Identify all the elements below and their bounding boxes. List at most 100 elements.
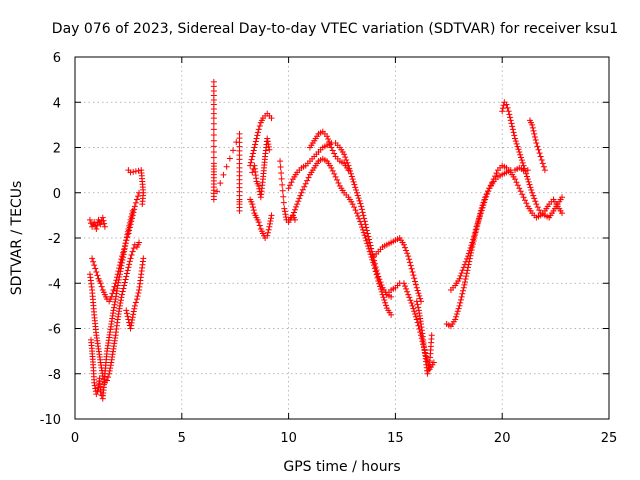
data-point-interp (124, 313, 131, 320)
y-axis-label: SDTVAR / TECUs (9, 181, 25, 296)
y-tick-label: -8 (48, 368, 61, 383)
data-point (91, 262, 98, 269)
data-point (264, 135, 271, 142)
data-point-interp (461, 281, 468, 288)
data-point-interp (128, 213, 135, 220)
series-U (526, 117, 548, 174)
data-point-interp (458, 270, 465, 277)
data-point-interp (210, 120, 217, 127)
series-G (210, 78, 243, 214)
data-point (358, 221, 365, 228)
data-point-interp (112, 298, 119, 305)
data-point (114, 282, 121, 289)
data-point (362, 235, 369, 241)
series-J (249, 135, 273, 201)
data-point-interp (403, 285, 410, 292)
data-point (529, 121, 536, 128)
data-point-interp (117, 300, 124, 307)
data-point-interp (476, 215, 483, 222)
data-point-interp (265, 143, 272, 150)
data-point-interp (383, 302, 390, 309)
data-point (116, 271, 123, 278)
data-point-interp (402, 244, 409, 251)
data-point (140, 255, 147, 262)
data-point-interp (299, 186, 306, 193)
data-point (507, 117, 514, 124)
data-point-interp (247, 159, 254, 166)
data-point-interp (282, 211, 289, 218)
data-point (253, 135, 260, 142)
data-point-interp (478, 207, 485, 214)
data-point-interp (425, 364, 432, 371)
data-point-interp (457, 296, 464, 303)
data-point-interp (347, 170, 354, 177)
data-point (298, 189, 305, 196)
data-point-interp (471, 233, 478, 240)
data-point-interp (329, 167, 336, 174)
data-point (537, 153, 544, 160)
data-point-interp (264, 138, 271, 145)
data-point (266, 146, 273, 153)
data-point-interp (128, 251, 135, 258)
data-point (133, 296, 140, 303)
data-point-interp (475, 218, 482, 225)
data-point (93, 268, 100, 275)
data-point-interp (126, 258, 133, 265)
data-point-interp (331, 150, 338, 157)
data-point-interp (267, 218, 274, 225)
data-point-interp (457, 299, 464, 306)
data-point-interp (250, 207, 257, 214)
data-point-interp (280, 193, 287, 200)
data-point-interp (100, 217, 107, 224)
data-point (91, 379, 98, 386)
data-point-interp (105, 374, 112, 381)
data-point (465, 253, 472, 260)
data-point (516, 149, 523, 156)
data-point-interp (278, 169, 285, 176)
data-point-interp (118, 294, 125, 301)
data-point-interp (526, 181, 533, 188)
data-point-interp (371, 265, 378, 272)
data-point-interp (377, 286, 384, 293)
data-point-interp (404, 250, 411, 257)
data-point-interp (351, 181, 358, 188)
data-point-interp (455, 305, 462, 312)
data-point (268, 212, 275, 219)
data-point-interp (287, 182, 294, 189)
data-point-interp (131, 305, 138, 312)
series-S (447, 162, 566, 294)
data-point (255, 126, 262, 133)
data-point-interp (128, 319, 135, 326)
data-point (129, 207, 136, 214)
data-point-interp (414, 319, 421, 326)
data-point-interp (342, 154, 349, 161)
data-point-interp (256, 222, 263, 229)
data-point-interp (365, 245, 372, 252)
data-point-interp (366, 236, 373, 243)
data-point-interp (517, 188, 524, 195)
data-point (264, 232, 271, 239)
data-point (460, 284, 467, 291)
data-point (413, 298, 420, 305)
data-point-interp (290, 209, 297, 216)
data-point (366, 248, 373, 255)
data-point-interp (509, 123, 516, 130)
data-point-interp (525, 178, 532, 185)
data-point-interp (135, 193, 142, 200)
series-I (247, 196, 275, 241)
data-point-interp (355, 195, 362, 202)
data-point-interp (331, 170, 338, 177)
data-point-interp (350, 178, 357, 185)
data-point (505, 108, 512, 115)
data-point (281, 205, 288, 212)
data-point-interp (534, 204, 541, 211)
y-tick-label: 6 (53, 51, 61, 66)
data-point-interp (515, 146, 522, 153)
data-point-interp (353, 187, 360, 194)
data-point (456, 302, 463, 309)
data-point-interp (474, 220, 481, 227)
data-point (251, 144, 258, 151)
data-point-interp (410, 272, 417, 279)
data-point-interp (453, 313, 460, 320)
data-point (125, 264, 132, 271)
